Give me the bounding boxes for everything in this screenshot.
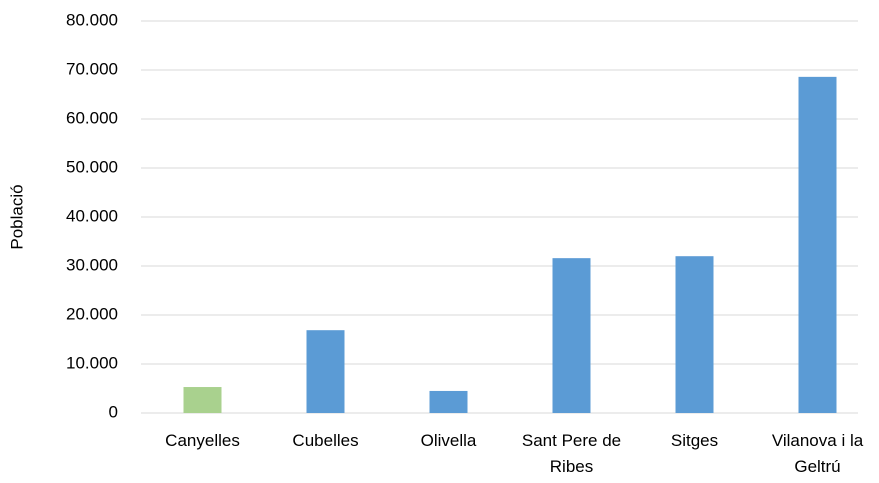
y-tick-label: 0 <box>109 402 118 421</box>
bar <box>183 387 222 413</box>
bar <box>429 390 468 413</box>
bar <box>306 330 345 413</box>
bar <box>798 76 837 414</box>
y-tick-label: 70.000 <box>66 59 118 78</box>
x-tick-label: Sitges <box>670 431 719 450</box>
bar <box>675 256 714 413</box>
x-tick-label: Sant Pere de Ribes <box>521 431 622 476</box>
y-tick-label: 50.000 <box>66 157 118 176</box>
y-tick-label: 10.000 <box>66 353 118 372</box>
y-tick-label: 30.000 <box>66 255 118 274</box>
x-tick-label: Cubelles <box>292 431 359 450</box>
bar <box>552 258 591 413</box>
x-tick-label: Olivella <box>420 431 477 450</box>
y-tick-label: 80.000 <box>66 10 118 29</box>
y-axis-title: Població <box>7 184 26 249</box>
x-tick-label: Canyelles <box>165 431 240 450</box>
y-tick-label: 40.000 <box>66 206 118 225</box>
y-tick-label: 20.000 <box>66 304 118 323</box>
y-tick-label: 60.000 <box>66 108 118 127</box>
x-tick-label: Vilanova i la Geltrú <box>771 431 864 476</box>
